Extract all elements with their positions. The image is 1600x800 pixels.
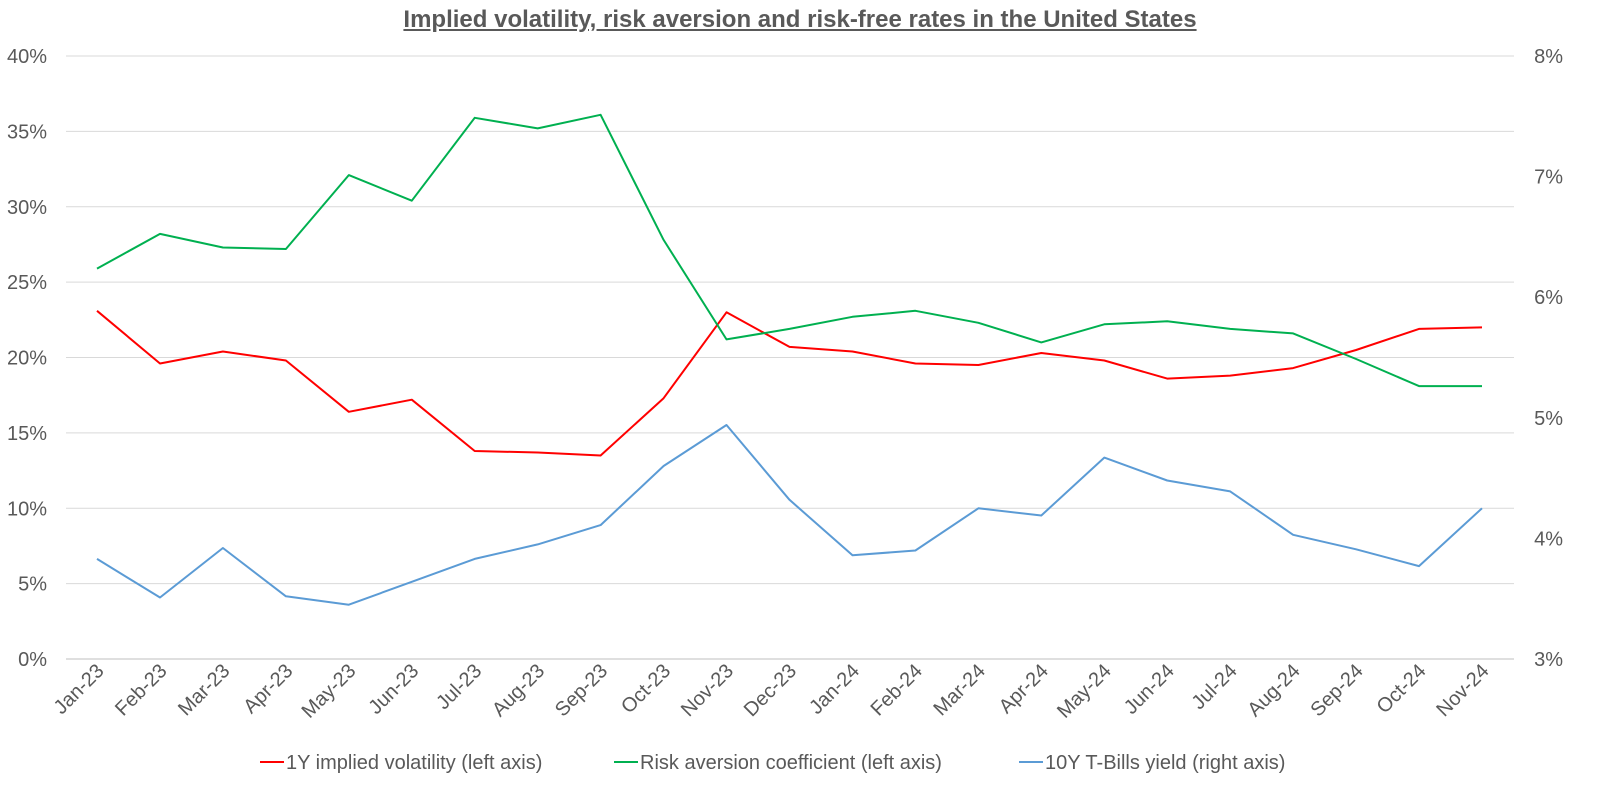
x-axis-tick-label: Aug-24: [1244, 660, 1305, 721]
left-axis-tick-label: 25%: [7, 272, 47, 294]
x-axis-tick-label: May-24: [1053, 660, 1116, 723]
left-axis-tick-label: 20%: [7, 348, 47, 370]
x-axis-tick-label: Oct-24: [1373, 660, 1431, 718]
right-axis-tick-label: 4%: [1534, 528, 1563, 550]
left-axis-tick-label: 30%: [7, 197, 47, 219]
x-axis-tick-label: Feb-24: [867, 660, 927, 720]
right-axis-tick-label: 7%: [1534, 167, 1563, 189]
x-axis-tick-label: Jun-24: [1120, 660, 1179, 719]
left-axis-tick-label: 40%: [7, 46, 47, 68]
right-axis-tick-label: 8%: [1534, 46, 1563, 68]
x-axis-tick-label: Apr-23: [239, 660, 297, 718]
legend-label-1: 1Y implied volatility (left axis): [286, 752, 542, 774]
x-axis-tick-label: Oct-23: [617, 660, 675, 718]
x-axis-tick-label: Jan-23: [50, 660, 109, 719]
x-axis-tick-label: Jul-23: [432, 660, 486, 714]
x-axis-tick-label: Aug-23: [488, 660, 549, 721]
x-axis-tick-label: Nov-24: [1432, 660, 1493, 721]
x-axis-tick-label: Jan-24: [805, 660, 864, 719]
x-axis-tick-label: Dec-23: [740, 660, 801, 721]
x-axis-tick-label: Jun-23: [365, 660, 424, 719]
legend-label-3: 10Y T-Bills yield (right axis): [1045, 752, 1285, 774]
x-axis-tick-label: May-23: [298, 660, 361, 723]
series-line-2: [96, 113, 1482, 388]
left-axis-tick-label: 5%: [18, 574, 47, 596]
legend-label-2: Risk aversion coefficient (left axis): [640, 752, 942, 774]
x-axis-tick-label: Feb-23: [111, 660, 171, 720]
series-line-1: [96, 310, 1483, 457]
x-axis-tick-label: Mar-23: [174, 660, 234, 720]
x-axis-tick-label: Sep-23: [551, 660, 612, 721]
left-axis-tick-label: 0%: [18, 649, 47, 671]
left-axis-tick-label: 35%: [7, 121, 47, 143]
x-axis-tick-label: Jul-24: [1188, 660, 1242, 714]
right-axis-tick-label: 6%: [1534, 287, 1563, 309]
left-axis-tick-label: 15%: [7, 423, 47, 445]
x-axis-tick-label: Nov-23: [677, 660, 738, 721]
x-axis-tick-label: Mar-24: [930, 660, 990, 720]
x-axis-tick-label: Sep-24: [1306, 660, 1367, 721]
chart-title: Implied volatility, risk aversion and ri…: [403, 6, 1197, 33]
right-axis-tick-label: 3%: [1534, 649, 1563, 671]
x-axis-tick-label: Apr-24: [995, 660, 1053, 718]
series-line-3: [96, 424, 1483, 606]
left-axis-tick-label: 10%: [7, 498, 47, 520]
right-axis-tick-label: 5%: [1534, 408, 1563, 430]
